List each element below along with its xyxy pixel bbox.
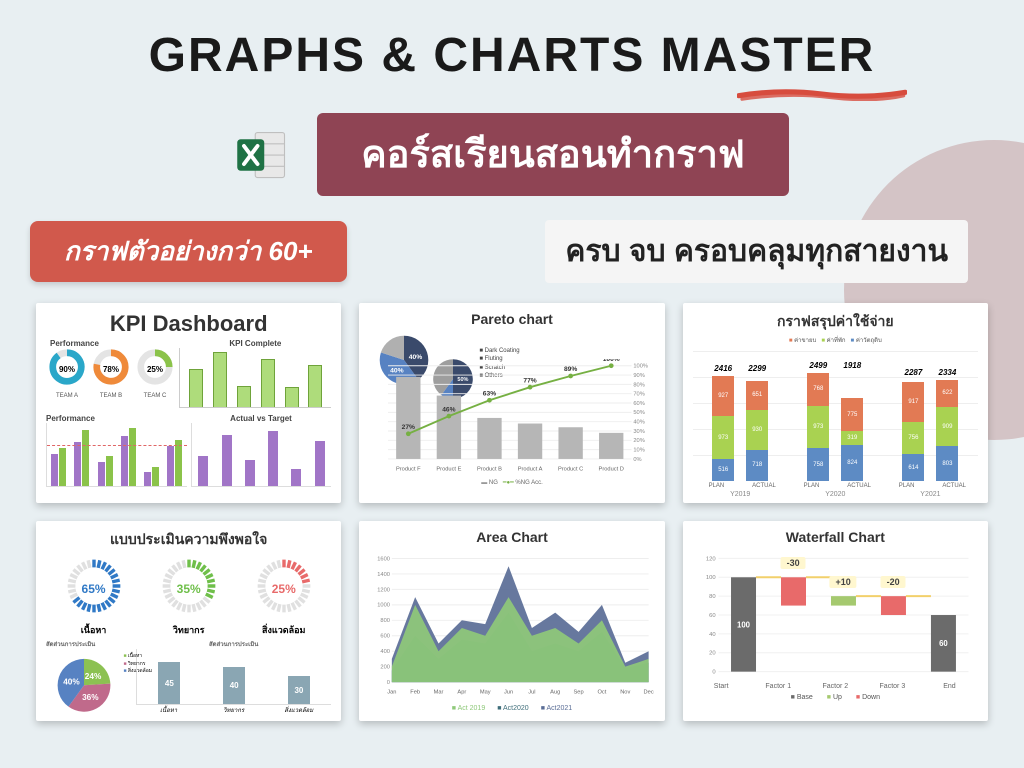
svg-text:1600: 1600 — [378, 556, 391, 562]
wf-plot: 02040608010012010060 -30+10-20 — [699, 549, 972, 683]
svg-text:40: 40 — [709, 632, 716, 638]
kpi-br-label: Actual vs Target — [191, 414, 332, 423]
svg-text:60%: 60% — [634, 401, 645, 407]
kpi-bl-bars — [46, 423, 187, 487]
svg-text:24%: 24% — [85, 672, 102, 681]
stacked-title: กราฟสรุปค่าใช้จ่าย — [693, 311, 978, 333]
stacked-x-labels: PLANACTUALPLANACTUALPLANACTUAL — [693, 483, 978, 489]
card-satisfaction: แบบประเมินความพึงพอใจ 65% เนื้อหา 35% วิ… — [36, 521, 341, 721]
svg-text:77%: 77% — [524, 377, 537, 384]
svg-text:27%: 27% — [402, 424, 415, 431]
svg-text:Nov: Nov — [621, 690, 631, 696]
sat-pie: สัดส่วนการประเมิน 24%36%40% ■ เนื้อหา■ ว… — [46, 639, 130, 721]
svg-text:60: 60 — [939, 639, 948, 648]
card-pareto: Pareto chart 40%40% 50% ■ Dark Coating■ … — [359, 303, 664, 503]
svg-text:1200: 1200 — [378, 587, 391, 593]
svg-text:100%: 100% — [634, 364, 649, 370]
pareto-plot: 0% 10% 20% 30% 40% 50% 60% 70% 80% 90% 100% Product… — [369, 359, 654, 479]
svg-text:400: 400 — [381, 649, 391, 655]
svg-text:Product B: Product B — [477, 466, 502, 472]
area-legend: Act 2019Act2020Act2021 — [369, 705, 654, 712]
svg-text:200: 200 — [381, 665, 391, 671]
kpi-bl-label: Performance — [46, 414, 187, 423]
svg-text:May: May — [480, 690, 491, 696]
svg-text:20%: 20% — [634, 438, 645, 444]
svg-text:63%: 63% — [483, 390, 496, 397]
kpi-donut-row: 90%TEAM A 78%TEAM B 25%TEAM C — [48, 348, 175, 399]
wf-title: Waterfall Chart — [693, 529, 978, 545]
svg-text:Oct: Oct — [598, 690, 607, 696]
svg-text:80: 80 — [709, 594, 716, 600]
svg-text:Mar: Mar — [434, 690, 444, 696]
wf-legend: ■ Base■ Up■ Down — [693, 694, 978, 701]
svg-text:600: 600 — [381, 634, 391, 640]
svg-text:50%: 50% — [634, 410, 645, 416]
sat-gauges: 65% เนื้อหา 35% วิทยากร 25% สิ่งแวดล้อม — [46, 555, 331, 637]
svg-text:120: 120 — [705, 556, 716, 562]
card-area: Area Chart 0 200 400 600 800 1000 1200 1400 1600… — [359, 521, 664, 721]
svg-text:80%: 80% — [634, 382, 645, 388]
svg-text:Jun: Jun — [504, 690, 513, 696]
pareto-title: Pareto chart — [369, 311, 654, 327]
sat-bars: สัดส่วนการประเมิน 454030 เนื้อหาวิทยากรส… — [136, 639, 331, 721]
svg-text:Apr: Apr — [458, 690, 467, 696]
kpi-title: KPI Dashboard — [46, 311, 331, 337]
kpi-complete-label: KPI Complete — [179, 339, 331, 348]
svg-text:Jan: Jan — [388, 690, 397, 696]
svg-text:Jul: Jul — [529, 690, 536, 696]
svg-text:70%: 70% — [634, 392, 645, 398]
svg-text:Dec: Dec — [644, 690, 654, 696]
svg-text:800: 800 — [381, 618, 391, 624]
svg-text:Feb: Feb — [411, 690, 421, 696]
svg-text:40%: 40% — [63, 678, 80, 687]
svg-text:0: 0 — [387, 680, 390, 686]
svg-text:Product E: Product E — [437, 466, 462, 472]
title-underline — [737, 87, 907, 101]
kpi-perf-label: Performance — [50, 339, 175, 348]
svg-text:10%: 10% — [634, 448, 645, 454]
page-title: GRAPHS & CHARTS MASTER — [0, 0, 1024, 83]
svg-text:20: 20 — [709, 651, 716, 657]
kpi-br-bars — [191, 423, 332, 487]
svg-text:40%: 40% — [634, 420, 645, 426]
svg-text:1000: 1000 — [378, 603, 391, 609]
stacked-legend: ■ ค่าขายบ ■ ค่าที่พัก ■ ค่าวัตถุดิบ — [693, 335, 978, 345]
card-stacked-expense: กราฟสรุปค่าใช้จ่าย ■ ค่าขายบ ■ ค่าที่พัก… — [683, 303, 988, 503]
svg-text:Product D: Product D — [599, 466, 624, 472]
coverage-badge: ครบ จบ ครอบคลุมทุกสายงาน — [545, 220, 968, 283]
svg-text:100: 100 — [737, 620, 751, 629]
svg-text:Aug: Aug — [551, 690, 561, 696]
svg-text:Product F: Product F — [396, 466, 421, 472]
excel-icon — [235, 128, 289, 182]
svg-text:90%: 90% — [634, 373, 645, 379]
subtitle-box: คอร์สเรียนสอนทำกราฟ — [317, 113, 789, 196]
svg-text:Sep: Sep — [574, 690, 584, 696]
svg-text:36%: 36% — [82, 693, 99, 702]
sat-title: แบบประเมินความพึงพอใจ — [46, 529, 331, 551]
stacked-bars: 5169739272416718930651229975897376824998… — [693, 351, 978, 481]
pareto-bottom-legend: ▬ NG ━●━ %NG Acc. — [369, 479, 654, 486]
kpi-top-bars — [179, 348, 331, 408]
svg-text:Product C: Product C — [558, 466, 583, 472]
card-kpi-dashboard: KPI Dashboard Performance 90%TEAM A 78%T… — [36, 303, 341, 503]
svg-text:30%: 30% — [634, 429, 645, 435]
svg-text:1400: 1400 — [378, 572, 391, 578]
card-waterfall: Waterfall Chart 02040608010012010060 -30… — [683, 521, 988, 721]
svg-text:100%: 100% — [603, 359, 620, 363]
svg-text:60: 60 — [709, 613, 716, 619]
svg-text:100: 100 — [705, 575, 716, 581]
stacked-years: Y2019Y2020Y2021 — [693, 491, 978, 498]
area-title: Area Chart — [369, 529, 654, 545]
area-plot: 0 200 400 600 800 1000 1200 1400 1600 Jan Feb Mar Ap… — [369, 547, 654, 705]
sample-count-badge: กราฟตัวอย่างกว่า 60+ — [30, 221, 347, 282]
svg-text:89%: 89% — [564, 366, 577, 373]
svg-text:46%: 46% — [443, 406, 456, 413]
svg-text:0%: 0% — [634, 457, 642, 463]
svg-text:0: 0 — [712, 670, 716, 676]
svg-text:Product A: Product A — [518, 466, 543, 472]
